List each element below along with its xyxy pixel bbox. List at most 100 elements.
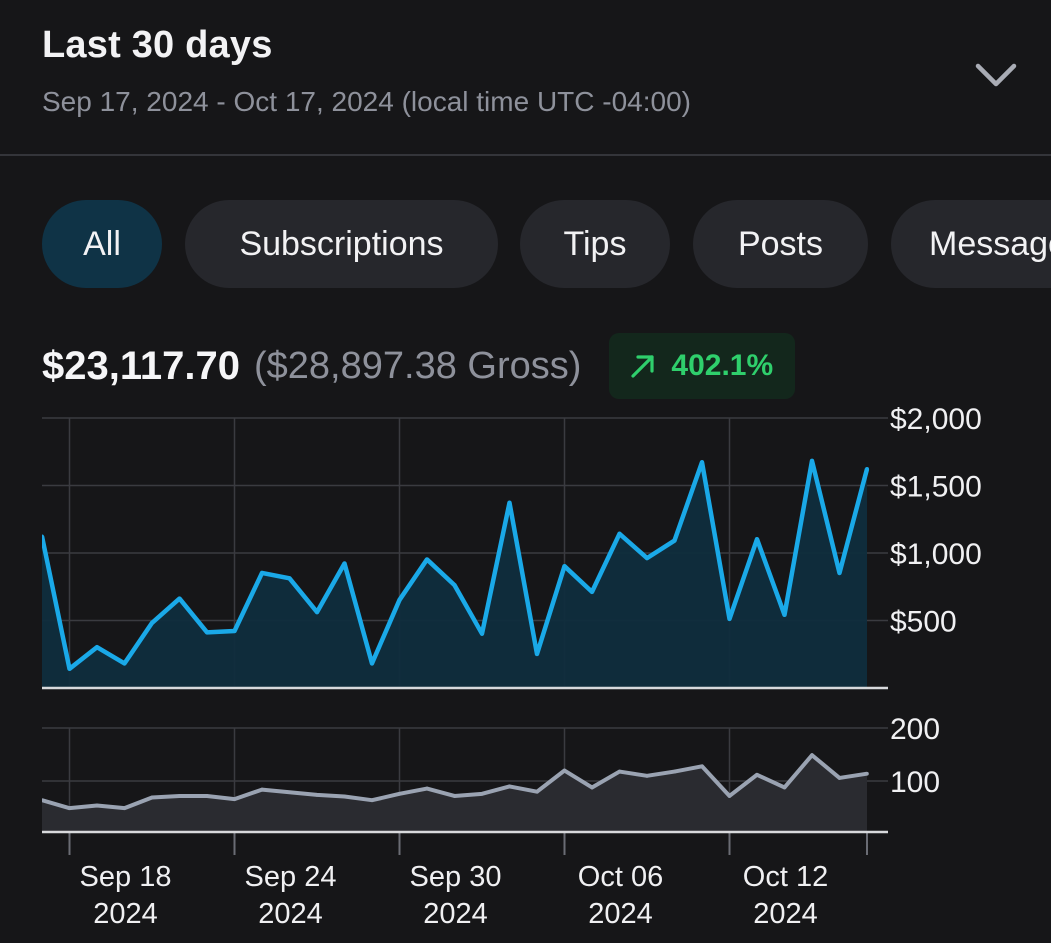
count-chart[interactable]: [40, 753, 869, 832]
earnings-data-point: [342, 561, 347, 566]
count-data-point: [177, 794, 182, 798]
x-tick-label-date: Sep 24: [245, 861, 337, 893]
earnings-data-point: [590, 589, 594, 594]
date-range-header[interactable]: Last 30 days Sep 17, 2024 - Oct 17, 2024…: [0, 0, 1051, 155]
count-data-point: [837, 776, 842, 780]
earnings-data-point: [205, 630, 209, 635]
tab-posts[interactable]: Posts: [693, 200, 868, 288]
earnings-data-point: [95, 645, 99, 650]
count-data-point: [590, 785, 594, 790]
x-tick-label-year: 2024: [258, 898, 323, 930]
y-tick-label: 200: [890, 713, 940, 746]
count-data-point: [370, 798, 374, 802]
x-tick-label-year: 2024: [423, 898, 488, 930]
earnings-data-point: [452, 583, 457, 588]
earnings-data-point: [315, 610, 319, 615]
earnings-data-point: [617, 531, 622, 536]
earnings-data-point: [645, 556, 649, 561]
x-tick-label-year: 2024: [588, 898, 653, 930]
earnings-data-point: [507, 500, 512, 505]
change-percent: 402.1%: [671, 349, 774, 382]
earnings-data-point: [42, 534, 44, 539]
earnings-chart[interactable]: [40, 458, 870, 688]
count-data-point: [342, 794, 347, 799]
x-tick-label-year: 2024: [93, 898, 158, 930]
date-range-subtitle: Sep 17, 2024 - Oct 17, 2024 (local time …: [42, 86, 691, 117]
earnings-data-point: [810, 458, 814, 463]
earnings-data-point: [287, 576, 292, 581]
count-data-point: [727, 794, 732, 798]
count-data-point: [782, 785, 787, 790]
earnings-data-point: [260, 570, 264, 575]
x-tick-label-date: Sep 30: [410, 861, 502, 893]
count-data-point: [67, 806, 72, 810]
count-data-point: [425, 786, 429, 791]
count-data-point: [645, 774, 649, 778]
count-data-point: [480, 792, 484, 796]
chart-axes: $2,000 $1,500 $1,000 $500 200 100 Sep 18 2024 Se…: [42, 403, 982, 930]
count-data-point: [810, 753, 814, 757]
count-data-point: [452, 794, 457, 798]
x-tick-label-date: Oct 06: [578, 861, 663, 893]
earnings-data-point: [67, 666, 72, 671]
tab-all[interactable]: All: [42, 200, 162, 288]
earnings-data-point: [562, 564, 567, 569]
earnings-data-point: [727, 616, 732, 621]
x-tick-label-date: Sep 18: [80, 861, 172, 893]
earnings-data-point: [480, 631, 484, 636]
count-data-point: [397, 792, 402, 796]
count-data-point: [865, 771, 869, 776]
earnings-data-point: [535, 651, 539, 656]
earnings-data-point: [232, 629, 237, 633]
earnings-data-point: [425, 557, 429, 562]
net-earnings: $23,117.70: [42, 343, 240, 388]
count-data-point: [315, 793, 319, 797]
count-data-point: [260, 787, 264, 792]
earnings-data-point: [397, 597, 402, 602]
header-divider: [0, 154, 1051, 156]
tab-subscriptions[interactable]: Subscriptions: [185, 200, 498, 288]
gross-earnings: ($28,897.38 Gross): [254, 344, 582, 387]
x-tick-label-date: Oct 12: [743, 861, 828, 893]
count-data-point: [672, 769, 677, 774]
count-data-point: [42, 798, 44, 802]
earnings-data-point: [122, 661, 127, 666]
tab-messages[interactable]: Messages: [891, 200, 1051, 288]
count-data-point: [232, 797, 237, 801]
count-data-point: [700, 764, 704, 769]
y-tick-label: $2,000: [890, 403, 982, 436]
count-data-point: [755, 772, 759, 777]
count-data-point: [562, 768, 567, 773]
earnings-data-point: [700, 460, 704, 465]
page-title: Last 30 days: [42, 24, 273, 66]
count-data-point: [617, 769, 622, 774]
count-data-point: [507, 784, 512, 789]
y-tick-label: $500: [890, 606, 957, 639]
earnings-data-point: [865, 467, 869, 471]
count-data-point: [150, 795, 154, 800]
count-data-point: [535, 789, 539, 794]
x-tick-label-year: 2024: [753, 898, 818, 930]
tab-tips[interactable]: Tips: [520, 200, 670, 288]
earnings-data-point: [150, 620, 154, 625]
chevron-down-icon[interactable]: [972, 56, 1020, 96]
earnings-summary: $23,117.70 ($28,897.38 Gross) 402.1%: [42, 332, 796, 400]
count-data-point: [95, 803, 99, 808]
count-data-point: [122, 806, 127, 810]
earnings-data-point: [370, 661, 374, 666]
earnings-charts: $2,000 $1,500 $1,000 $500 200 100 Sep 18 2024 Se…: [40, 403, 982, 930]
y-tick-label: 100: [890, 766, 940, 799]
earnings-data-point: [672, 538, 677, 543]
earnings-area: [42, 460, 867, 688]
count-area: [42, 755, 867, 832]
change-badge: 402.1%: [609, 333, 796, 399]
earnings-data-point: [177, 596, 182, 601]
y-tick-label: $1,500: [890, 471, 982, 504]
y-tick-label: $1,000: [890, 538, 982, 571]
earnings-data-point: [755, 537, 759, 542]
category-tabs: All Subscriptions Tips Posts Messages: [0, 200, 1051, 290]
trend-up-icon: [631, 355, 655, 378]
earnings-data-point: [782, 612, 787, 617]
count-data-point: [287, 790, 292, 795]
earnings-data-point: [837, 570, 842, 575]
